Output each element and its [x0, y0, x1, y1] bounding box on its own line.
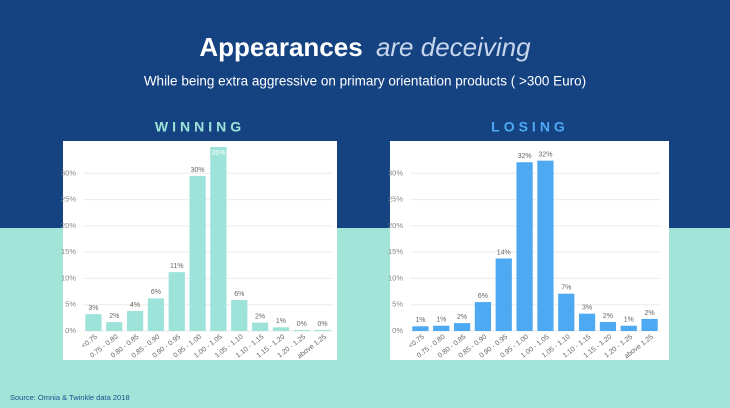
bar: [453, 323, 471, 331]
y-tick-label: 20%: [61, 221, 76, 230]
value-label: 30%: [191, 167, 205, 174]
bar: [189, 175, 206, 331]
bar: [210, 147, 227, 331]
bar: [314, 329, 331, 331]
bar: [620, 325, 637, 331]
bar: [537, 160, 554, 331]
bar: [412, 326, 429, 331]
slide-title: Appearances are deceiving: [199, 32, 531, 62]
bar: [578, 313, 596, 331]
bar: [599, 322, 617, 331]
value-label: 2%: [645, 310, 655, 317]
y-tick-label: 15%: [388, 247, 403, 256]
value-label: 1%: [415, 317, 425, 324]
bar: [641, 318, 658, 331]
value-label: 0%: [297, 321, 307, 328]
bar: [251, 322, 269, 331]
value-label: 3%: [582, 304, 592, 311]
bar: [293, 329, 310, 331]
value-label: 32%: [538, 152, 552, 159]
value-label: 3%: [88, 305, 98, 312]
title-bold: Appearances: [199, 32, 362, 62]
bar: [558, 293, 575, 331]
bar: [106, 322, 123, 331]
value-label: 0%: [318, 321, 328, 328]
value-label: 2%: [603, 313, 613, 320]
bar: [516, 162, 533, 331]
value-label: 6%: [478, 293, 488, 300]
y-tick-label: 0%: [65, 326, 76, 335]
chart-title: LOSING: [491, 119, 569, 135]
value-label: 1%: [436, 317, 446, 324]
value-label: 6%: [234, 291, 244, 298]
value-label: 35%: [211, 150, 225, 157]
bar: [474, 302, 492, 331]
value-label: 1%: [624, 317, 634, 324]
y-tick-label: 25%: [61, 195, 76, 204]
subtitle: While being extra aggressive on primary …: [144, 74, 586, 89]
y-tick-label: 0%: [392, 326, 403, 335]
bar: [231, 299, 248, 331]
value-label: 14%: [497, 249, 511, 256]
y-tick-label: 5%: [65, 300, 76, 309]
bar: [433, 325, 450, 331]
bar: [85, 314, 102, 331]
bar: [495, 258, 512, 331]
bar: [147, 298, 165, 331]
value-label: 2%: [457, 314, 467, 321]
chart-title: WINNING: [155, 119, 245, 135]
y-tick-label: 10%: [61, 273, 76, 282]
value-label: 1%: [276, 318, 286, 325]
y-tick-label: 15%: [61, 247, 76, 256]
y-tick-label: 5%: [392, 300, 403, 309]
bar: [272, 327, 290, 331]
value-label: 2%: [109, 313, 119, 320]
value-label: 2%: [255, 313, 265, 320]
title-light: are deceiving: [376, 32, 531, 62]
source-note: Source: Omnia & Twinkle data 2018: [10, 393, 130, 402]
y-tick-label: 20%: [388, 221, 403, 230]
bar: [126, 311, 144, 331]
y-tick-label: 30%: [61, 168, 76, 177]
value-label: 7%: [561, 285, 571, 292]
value-label: 6%: [151, 289, 161, 296]
value-label: 4%: [130, 302, 140, 309]
value-label: 32%: [518, 153, 532, 160]
bar: [168, 272, 185, 331]
y-tick-label: 10%: [388, 273, 403, 282]
value-label: 11%: [170, 263, 184, 270]
y-tick-label: 30%: [388, 168, 403, 177]
y-tick-label: 25%: [388, 195, 403, 204]
